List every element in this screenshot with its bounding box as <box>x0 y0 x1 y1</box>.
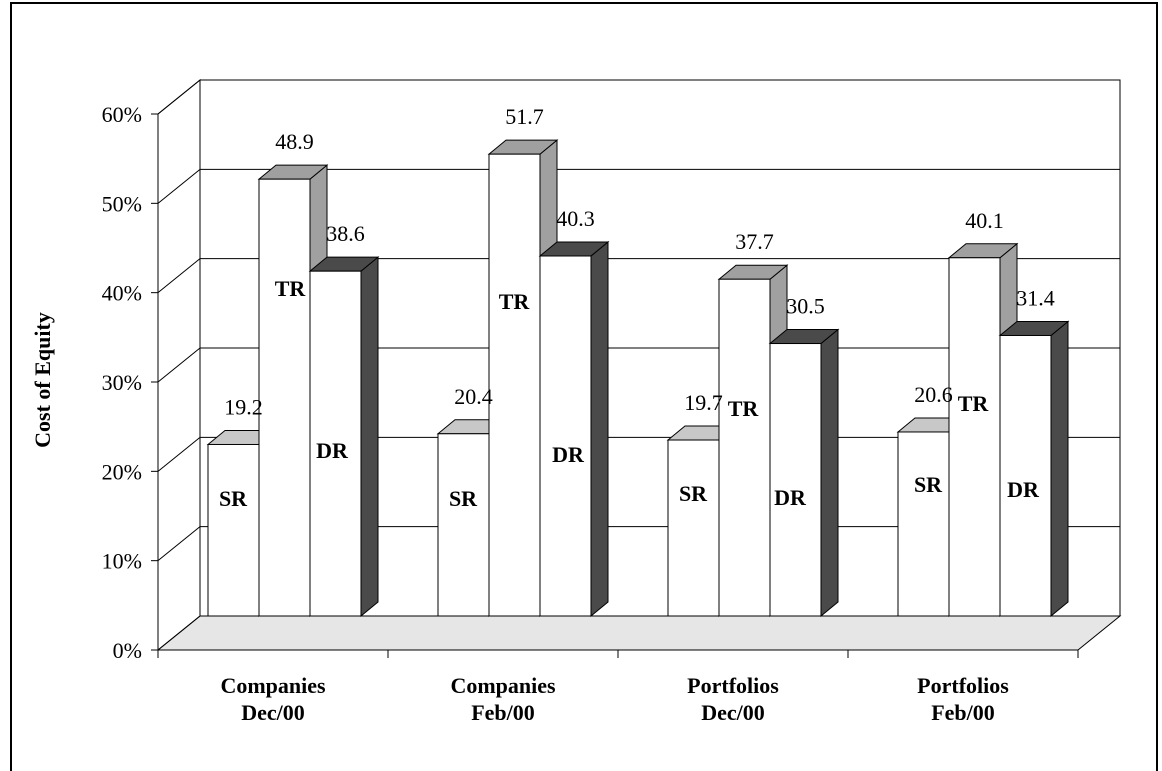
bar-dr <box>308 256 380 618</box>
bar-side <box>590 240 609 618</box>
y-tick-label: 40% <box>102 281 142 306</box>
data-label: 40.3 <box>556 206 595 231</box>
series-label-tr: TR <box>275 276 307 301</box>
y-axis-label: Cost of Equity <box>30 312 55 448</box>
category-labels: Companies Dec/00 Companies Feb/00 Portfolios… <box>220 673 1009 725</box>
data-label: 51.7 <box>505 104 544 129</box>
bar-dr <box>768 328 840 618</box>
series-label-dr: DR <box>316 438 349 463</box>
bar-front <box>718 278 771 617</box>
bar-front <box>999 334 1052 617</box>
data-label: 20.6 <box>914 382 953 407</box>
y-tick-label: 50% <box>102 191 142 216</box>
gridline-diagonal <box>157 258 201 294</box>
y-tick-label: 20% <box>102 459 142 484</box>
gridline-diagonal <box>157 168 201 204</box>
bar-dr <box>538 240 610 618</box>
bar-dr <box>998 320 1070 618</box>
data-label: 38.6 <box>326 221 365 246</box>
data-label: 31.4 <box>1016 285 1055 310</box>
data-label: 48.9 <box>275 129 314 154</box>
bar-side <box>1050 320 1069 618</box>
bar-front <box>897 431 950 617</box>
bar-side <box>360 256 379 618</box>
bar-front <box>309 270 362 617</box>
series-label-sr: SR <box>679 481 708 506</box>
bar-front <box>207 443 260 617</box>
bar-front <box>769 343 822 617</box>
data-label: 30.5 <box>786 294 825 319</box>
series-label-tr: TR <box>499 289 531 314</box>
series-label-dr: DR <box>552 442 585 467</box>
series-label-dr: DR <box>774 485 807 510</box>
category-label: Portfolios Dec/00 <box>687 673 779 725</box>
data-label: 19.2 <box>224 394 263 419</box>
data-label: 40.1 <box>965 208 1004 233</box>
data-label: 37.7 <box>735 229 774 254</box>
y-tick-label: 60% <box>102 102 142 127</box>
series-label-sr: SR <box>914 472 943 497</box>
bar-front <box>539 255 592 617</box>
chart-frame <box>10 2 1158 771</box>
gridline-diagonal <box>157 436 201 472</box>
bar-front <box>488 153 541 617</box>
bar-front <box>948 257 1001 617</box>
series-label-sr: SR <box>449 486 478 511</box>
gridline-diagonal <box>157 79 201 115</box>
series-label-tr: TR <box>958 391 990 416</box>
bar-front <box>437 433 490 617</box>
y-tick-label: 10% <box>102 549 142 574</box>
floor <box>156 615 1122 651</box>
category-label: Companies Dec/00 <box>220 673 326 725</box>
y-tick-label: 30% <box>102 370 142 395</box>
series-label-sr: SR <box>219 486 248 511</box>
category-label: Companies Feb/00 <box>450 673 556 725</box>
bar-side <box>820 328 839 618</box>
gridline-diagonal <box>157 347 201 383</box>
series-label-dr: DR <box>1007 477 1040 502</box>
series-label-tr: TR <box>728 396 760 421</box>
y-axis: 0% 10% 20% 30% 40% 50% 60% <box>102 102 1079 663</box>
bar-front <box>258 178 311 617</box>
data-label: 19.7 <box>684 390 723 415</box>
bar-front <box>667 439 720 617</box>
gridline-diagonal <box>157 526 201 562</box>
data-label: 20.4 <box>454 384 493 409</box>
bars: 19.2 48.9 38.6 20.4 51.7 40.3 19.7 37.7 30.5 20.6… <box>206 104 1070 618</box>
y-tick-label: 0% <box>113 638 142 663</box>
category-label: Portfolios Feb/00 <box>917 673 1009 725</box>
